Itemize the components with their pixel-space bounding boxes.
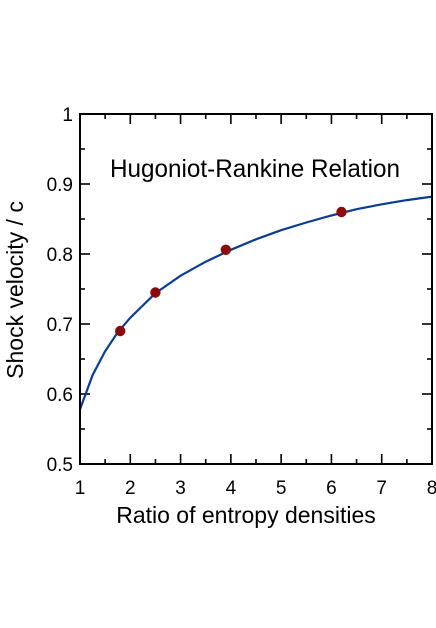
- series-curve: [78, 195, 433, 410]
- y-tick-label: 1: [62, 105, 73, 126]
- y-tick-label: 0.5: [47, 455, 73, 476]
- x-tick-label: 5: [276, 478, 287, 499]
- y-axis-label: Shock velocity / c: [2, 201, 28, 379]
- y-tick-label: 0.8: [47, 245, 73, 266]
- x-tick-label: 4: [226, 478, 237, 499]
- tick-labels: 1 2 3 4 5 6 7 8 0.5 0.6 0.7 0.8 0.9 1: [47, 105, 436, 499]
- chart-annotation: Hugoniot-Rankine Relation: [110, 155, 400, 183]
- x-tick-label: 6: [326, 478, 337, 499]
- x-tick-label: 8: [427, 478, 436, 499]
- plot-frame: [79, 113, 433, 465]
- y-tick-label: 0.6: [47, 385, 73, 406]
- x-tick-label: 7: [376, 478, 387, 499]
- x-axis-label: Ratio of entropy densities: [116, 502, 376, 528]
- y-tick-label: 0.9: [47, 175, 73, 196]
- series-points: [115, 206, 347, 337]
- x-tick-label: 2: [125, 478, 136, 499]
- x-tick-label: 3: [175, 478, 186, 499]
- data-point: [115, 325, 126, 337]
- data-point: [336, 206, 347, 218]
- x-tick-label: 1: [75, 478, 86, 499]
- data-point: [150, 287, 161, 298]
- data-point: [220, 244, 232, 255]
- y-tick-label: 0.7: [47, 315, 73, 336]
